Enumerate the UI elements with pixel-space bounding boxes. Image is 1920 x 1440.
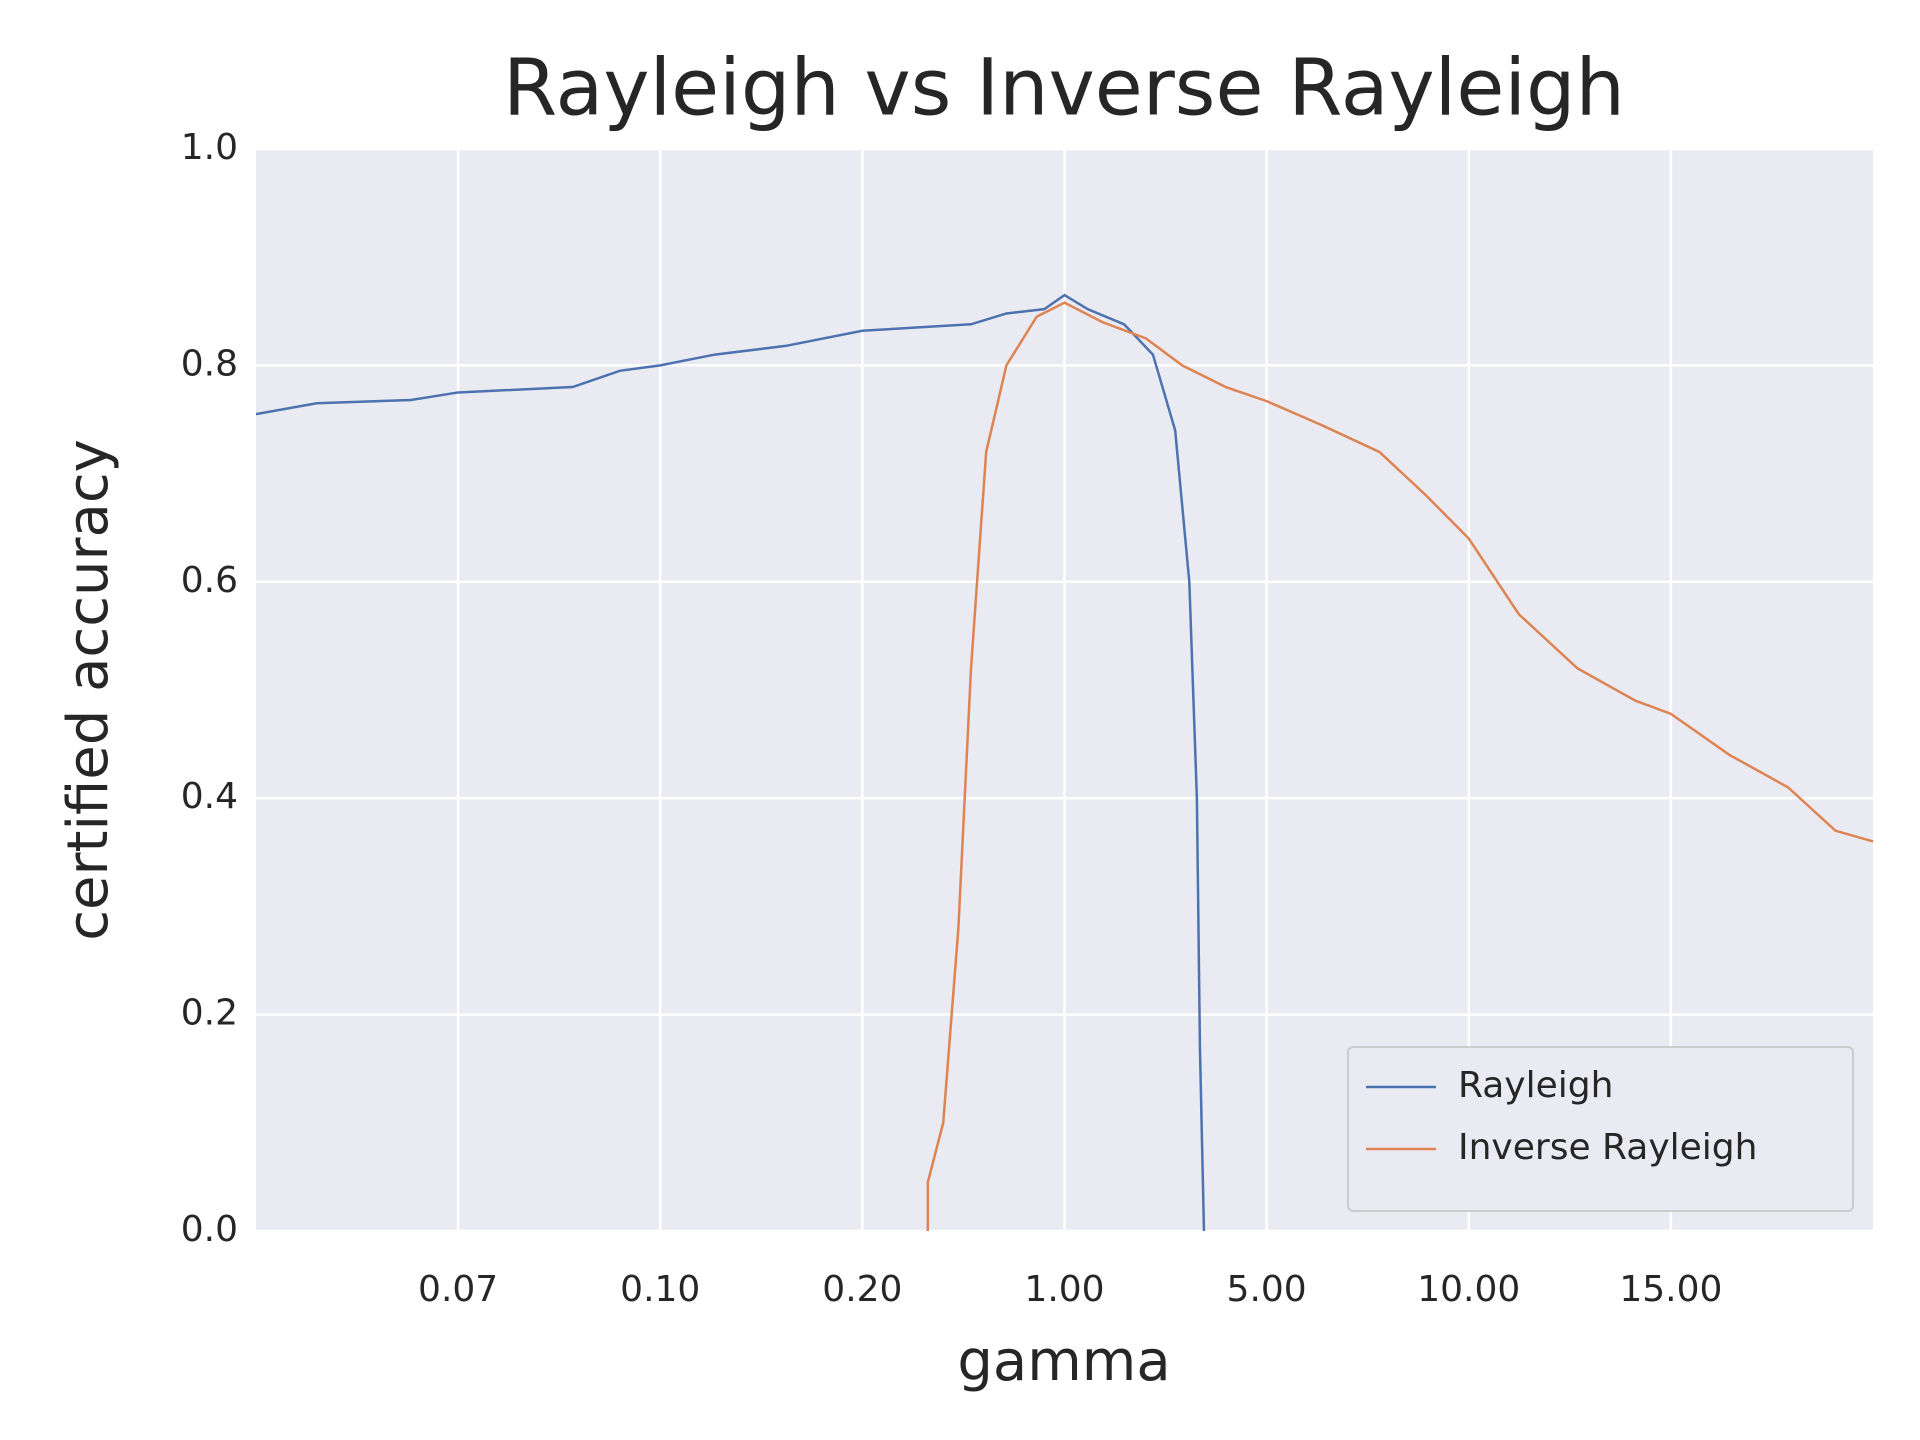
y-tick-label: 0.6: [181, 560, 238, 601]
line-series: [926, 301, 1874, 1231]
legend-label: Rayleigh: [1458, 1065, 1613, 1106]
x-axis-label: gamma: [957, 1329, 1170, 1394]
y-tick-label: 0.2: [181, 993, 238, 1034]
y-tick-label: 1.0: [181, 127, 238, 168]
y-tick-label: 0.0: [181, 1209, 238, 1250]
line-series: [255, 293, 1206, 1232]
x-tick-label: 0.20: [822, 1269, 902, 1310]
y-tick-label: 0.8: [181, 343, 238, 384]
y-axis-label: certified accuracy: [56, 439, 121, 941]
x-tick-label: 0.10: [620, 1269, 700, 1310]
legend-label: Inverse Rayleigh: [1458, 1127, 1757, 1168]
x-tick-label: 15.00: [1619, 1269, 1722, 1310]
chart-title: Rayleigh vs Inverse Rayleigh: [503, 43, 1625, 133]
x-tick-label: 10.00: [1417, 1269, 1520, 1310]
x-tick-label: 1.00: [1024, 1269, 1104, 1310]
x-tick-label: 5.00: [1227, 1269, 1307, 1310]
legend-box: [1347, 1046, 1854, 1212]
y-tick-label: 0.4: [181, 776, 238, 817]
x-tick-label: 0.07: [418, 1269, 498, 1310]
